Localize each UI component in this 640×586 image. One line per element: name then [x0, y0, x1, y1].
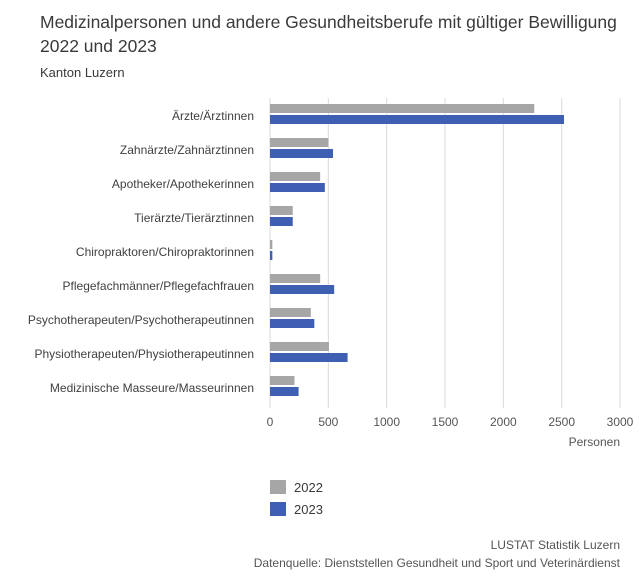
x-tick-label: 500	[318, 415, 338, 429]
bar-2022	[270, 104, 535, 113]
legend-label-2023: 2023	[294, 501, 323, 517]
legend-label-2022: 2022	[294, 479, 323, 495]
legend: 2022 2023	[270, 477, 323, 521]
legend-item-2022: 2022	[270, 477, 323, 497]
legend-swatch-2022	[270, 480, 286, 494]
bar-2022	[270, 138, 329, 147]
category-label: Apotheker/Apothekerinnen	[112, 177, 254, 191]
category-label: Psychotherapeuten/Psychotherapeutinnen	[28, 313, 254, 327]
legend-swatch-2023	[270, 502, 286, 516]
bar-2022	[270, 240, 273, 249]
x-tick-label: 2000	[490, 415, 517, 429]
bar-2023	[270, 183, 325, 192]
category-label: Medizinische Masseure/Masseurinnen	[50, 381, 254, 395]
category-label: Ärzte/Ärztinnen	[172, 109, 254, 123]
category-label: Physiotherapeuten/Physiotherapeutinnen	[35, 347, 255, 361]
chart-title: Medizinalpersonen und andere Gesundheits…	[40, 12, 617, 56]
bar-2023	[270, 217, 293, 226]
x-tick-label: 2500	[548, 415, 575, 429]
category-label: Zahnärzte/Zahnärztinnen	[120, 143, 254, 157]
category-label: Pflegefachmänner/Pflegefachfrauen	[63, 279, 254, 293]
bar-2022	[270, 206, 293, 215]
bar-chart: Ärzte/Ärztinnen Zahnärzte/Zahnärztinnen Ap…	[28, 98, 634, 449]
bar-2023	[270, 251, 273, 260]
x-tick-label: 1500	[432, 415, 459, 429]
x-tick-labels: 0 500 1000 1500 2000 2500 3000	[267, 415, 634, 429]
bars	[270, 104, 564, 396]
bar-2023	[270, 149, 333, 158]
bar-2022	[270, 274, 321, 283]
bar-2023	[270, 319, 315, 328]
source-datasource: Datenquelle: Dienststellen Gesundheit un…	[253, 556, 620, 570]
bar-2022	[270, 308, 311, 317]
x-tick-label: 3000	[607, 415, 634, 429]
bar-2023	[270, 285, 335, 294]
bar-2022	[270, 172, 321, 181]
x-tick-label: 0	[267, 415, 274, 429]
category-label: Chiropraktoren/Chiropraktorinnen	[76, 245, 254, 259]
bar-2023	[270, 387, 299, 396]
x-tick-label: 1000	[373, 415, 400, 429]
bar-2022	[270, 342, 329, 351]
bar-2023	[270, 115, 564, 124]
bar-2022	[270, 376, 295, 385]
category-label: Tierärzte/Tierärztinnen	[134, 211, 254, 225]
category-labels: Ärzte/Ärztinnen Zahnärzte/Zahnärztinnen Ap…	[28, 109, 254, 395]
bar-2023	[270, 353, 348, 362]
chart-subtitle: Kanton Luzern	[40, 65, 125, 80]
x-axis-label: Personen	[569, 435, 620, 449]
legend-item-2023: 2023	[270, 499, 323, 519]
source-publisher: LUSTAT Statistik Luzern	[490, 538, 620, 552]
